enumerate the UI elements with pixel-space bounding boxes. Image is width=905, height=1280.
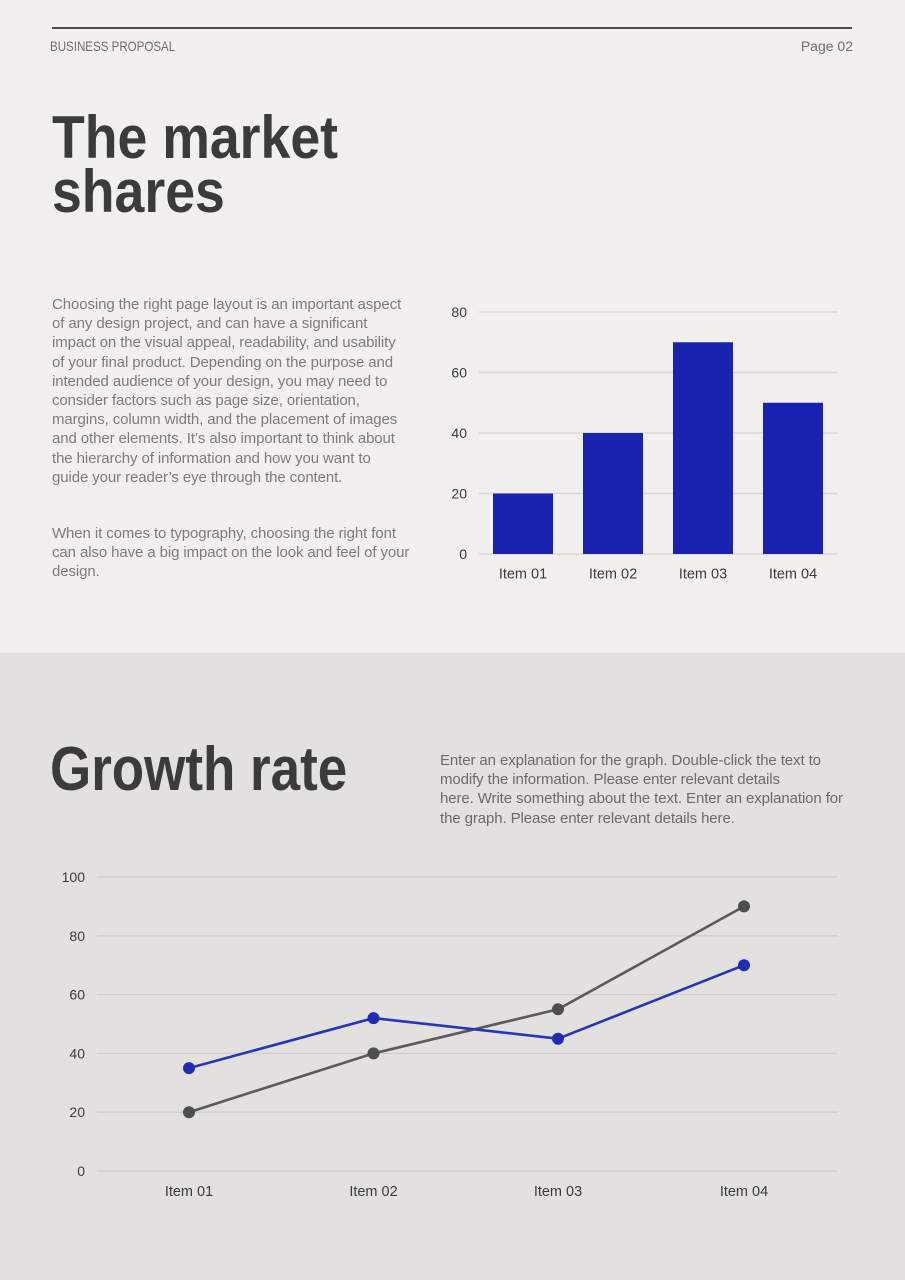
- svg-text:20: 20: [451, 486, 467, 502]
- svg-text:100: 100: [62, 869, 86, 885]
- svg-text:20: 20: [69, 1104, 85, 1120]
- svg-text:Item 01: Item 01: [499, 567, 547, 583]
- svg-text:80: 80: [69, 928, 85, 944]
- svg-text:40: 40: [451, 425, 467, 441]
- svg-text:0: 0: [459, 546, 467, 562]
- svg-text:0: 0: [77, 1163, 85, 1179]
- svg-text:Item 04: Item 04: [769, 567, 817, 583]
- svg-text:Item 01: Item 01: [165, 1184, 213, 1200]
- svg-text:Item 02: Item 02: [349, 1184, 397, 1200]
- svg-text:Item 03: Item 03: [534, 1184, 582, 1200]
- svg-text:60: 60: [69, 987, 85, 1003]
- svg-text:80: 80: [451, 304, 467, 320]
- svg-text:Item 04: Item 04: [720, 1184, 768, 1200]
- svg-text:40: 40: [69, 1045, 85, 1061]
- svg-text:Item 02: Item 02: [589, 567, 637, 583]
- svg-text:60: 60: [451, 365, 467, 381]
- svg-text:Item 03: Item 03: [679, 567, 727, 583]
